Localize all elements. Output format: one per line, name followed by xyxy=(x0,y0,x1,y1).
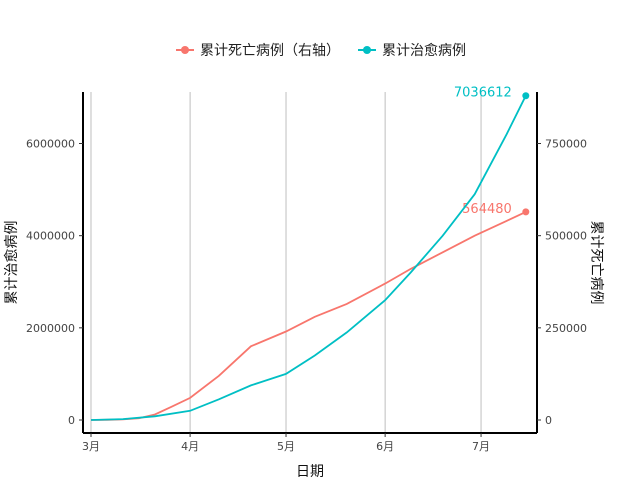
y-axis-right-title: 累计死亡病例 xyxy=(588,221,604,305)
legend-item-deaths: 累计死亡病例（右轴） xyxy=(174,40,340,60)
x-axis-title: 日期 xyxy=(296,464,324,480)
x-tick-label: 5月 xyxy=(277,440,295,453)
y-left-tick-label: 6000000 xyxy=(26,138,75,151)
x-tick-label: 7月 xyxy=(472,440,490,453)
x-tick-label: 4月 xyxy=(181,440,199,453)
series-end-label-recovered: 7036612 xyxy=(454,86,512,101)
y-right-tick-label: 750000 xyxy=(545,138,587,151)
x-tick-label: 3月 xyxy=(82,440,100,453)
legend-label-recovered: 累计治愈病例 xyxy=(382,43,466,59)
series-end-point-deaths xyxy=(522,208,530,216)
y-right-tick-label: 0 xyxy=(545,414,552,427)
series-end-label-deaths: 564480 xyxy=(462,202,512,217)
y-right-tick-label: 500000 xyxy=(545,230,587,243)
series-end-point-recovered xyxy=(522,92,530,100)
series-line-deaths xyxy=(90,211,527,421)
y-right-tick-label: 250000 xyxy=(545,322,587,335)
y-axis-left-title: 累计治愈病例 xyxy=(4,221,20,305)
y-left-tick-label: 4000000 xyxy=(26,230,75,243)
y-left-tick-label: 0 xyxy=(68,414,75,427)
legend-key-deaths xyxy=(174,43,196,57)
legend-item-recovered: 累计治愈病例 xyxy=(356,40,466,60)
legend-key-recovered xyxy=(356,43,378,57)
series-line-recovered xyxy=(90,95,527,421)
legend: 累计死亡病例（右轴） 累计治愈病例 xyxy=(0,40,640,60)
x-tick-label: 6月 xyxy=(376,440,394,453)
y-left-tick-label: 2000000 xyxy=(26,322,75,335)
legend-label-deaths: 累计死亡病例（右轴） xyxy=(200,43,340,59)
